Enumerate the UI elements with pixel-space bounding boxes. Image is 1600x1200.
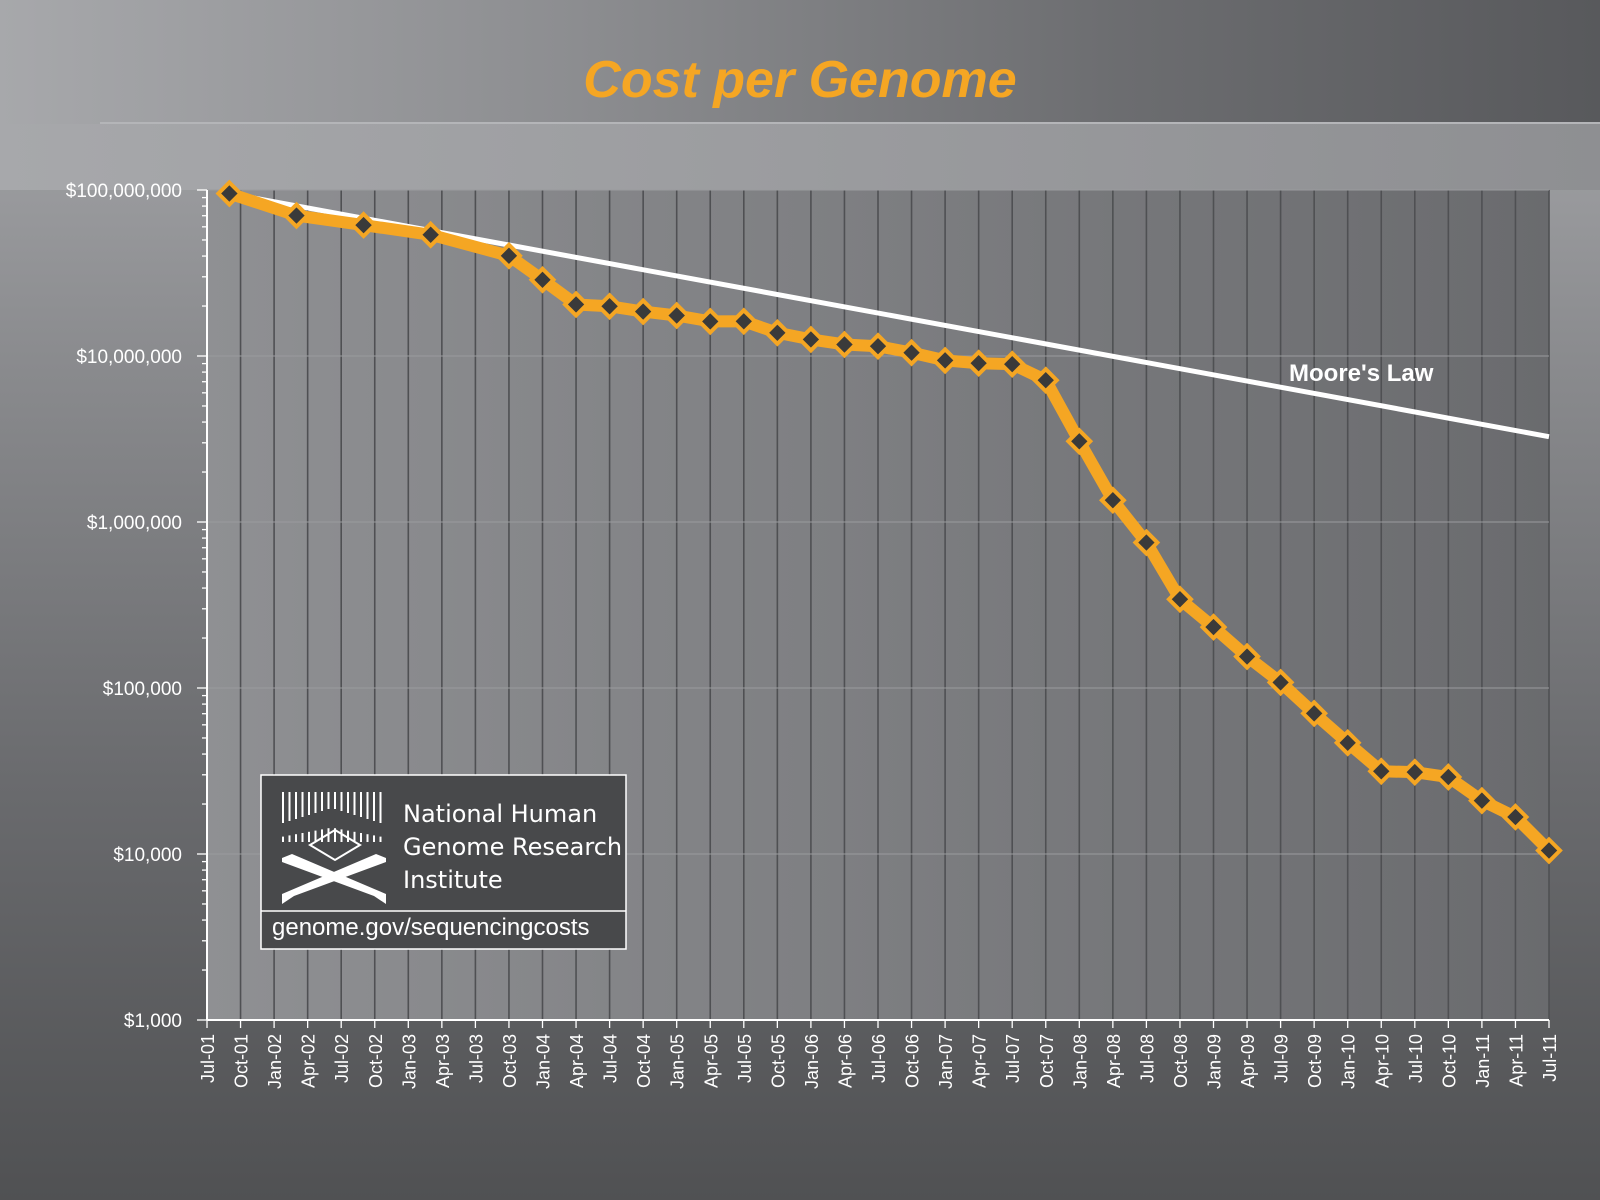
x-tick-label: Jul-01 <box>198 1034 218 1083</box>
chart-title: Cost per Genome <box>583 51 1017 109</box>
x-tick-label: Jul-09 <box>1272 1034 1292 1083</box>
data-point-marker <box>1468 786 1496 815</box>
logo-line-1: National Human <box>403 800 597 828</box>
data-point-marker <box>1434 763 1463 791</box>
y-tick-label: $10,000,000 <box>76 347 182 368</box>
x-tick-label: Jan-08 <box>1070 1034 1090 1089</box>
x-tick-label: Oct-02 <box>366 1034 386 1088</box>
x-tick-label: Apr-03 <box>433 1034 453 1088</box>
y-tick-label: $100,000 <box>103 679 182 700</box>
x-tick-label: Jul-11 <box>1540 1034 1560 1082</box>
data-point-marker <box>495 241 523 270</box>
data-point-marker <box>964 349 993 378</box>
data-point-marker <box>1535 836 1563 865</box>
data-point-marker <box>629 297 657 326</box>
data-point-marker <box>662 301 691 330</box>
x-tick-label: Jan-04 <box>534 1034 554 1089</box>
data-point-marker <box>864 332 892 361</box>
moores-law-label: Moore's Law <box>1289 360 1434 387</box>
x-tick-label: Oct-08 <box>1171 1034 1191 1088</box>
data-point-marker <box>998 350 1027 379</box>
data-point-marker <box>931 346 959 375</box>
data-point-marker <box>215 179 244 208</box>
x-tick-label: Oct-07 <box>1037 1034 1057 1088</box>
x-tick-label: Jul-03 <box>466 1034 486 1083</box>
data-point-marker <box>528 265 557 294</box>
x-tick-label: Jan-03 <box>399 1034 419 1089</box>
dna-stripes-icon <box>282 792 382 842</box>
data-point-marker <box>1501 803 1530 831</box>
data-point-marker <box>1300 699 1328 728</box>
data-point-marker <box>830 330 859 359</box>
data-point-marker <box>416 220 445 249</box>
data-point-marker <box>1400 758 1429 786</box>
x-tick-label: Jan-09 <box>1205 1034 1225 1089</box>
y-tick-label: $1,000 <box>124 1011 182 1032</box>
x-tick-label: Apr-09 <box>1238 1034 1258 1088</box>
data-point-marker <box>349 211 378 239</box>
x-tick-label: Apr-08 <box>1104 1034 1124 1088</box>
data-point-marker <box>797 325 825 354</box>
x-tick-label: Jul-08 <box>1137 1034 1157 1083</box>
x-tick-label: Jul-02 <box>332 1034 352 1083</box>
x-tick-label: Apr-04 <box>567 1034 587 1088</box>
x-tick-label: Oct-06 <box>903 1034 923 1088</box>
x-tick-label: Jan-06 <box>802 1034 822 1089</box>
x-tick-label: Jul-06 <box>869 1034 889 1083</box>
data-point-marker <box>696 307 725 336</box>
data-point-marker <box>729 307 758 336</box>
y-tick-label: $1,000,000 <box>87 513 182 534</box>
x-tick-label: Apr-02 <box>299 1034 319 1088</box>
data-point-marker <box>1031 366 1060 395</box>
x-tick-label: Apr-10 <box>1372 1034 1392 1088</box>
data-point-marker <box>595 292 624 321</box>
x-tick-label: Jul-10 <box>1406 1034 1426 1083</box>
x-tick-label: Oct-05 <box>768 1034 788 1088</box>
data-point-marker <box>1199 613 1228 641</box>
x-tick-label: Oct-10 <box>1439 1034 1459 1088</box>
upper-band <box>0 124 1600 190</box>
data-point-marker <box>562 290 590 319</box>
logo-url: genome.gov/sequencingcosts <box>272 914 590 941</box>
y-tick-label: $100,000,000 <box>66 181 182 202</box>
data-point-marker <box>897 338 926 367</box>
x-tick-label: Apr-07 <box>970 1034 990 1088</box>
data-point-marker <box>1266 668 1295 697</box>
x-tick-label: Oct-03 <box>500 1034 520 1088</box>
data-point-marker <box>1065 427 1094 456</box>
x-tick-label: Jan-10 <box>1339 1034 1359 1089</box>
x-tick-label: Oct-04 <box>634 1034 654 1088</box>
logo-line-3: Institute <box>403 866 503 894</box>
x-tick-label: Apr-11 <box>1506 1034 1526 1087</box>
nhgri-logo-box: National Human Genome Research Institute… <box>260 774 627 950</box>
x-tick-label: Oct-09 <box>1305 1034 1325 1088</box>
x-tick-label: Apr-06 <box>835 1034 855 1088</box>
title-band <box>0 0 1600 124</box>
x-tick-label: Jul-07 <box>1003 1034 1023 1083</box>
data-point-marker <box>1132 528 1161 557</box>
x-tick-label: Jul-04 <box>601 1034 621 1083</box>
x-tick-label: Jan-07 <box>936 1034 956 1089</box>
y-tick-label: $10,000 <box>113 845 182 866</box>
data-point-marker <box>1333 728 1362 757</box>
data-point-marker <box>282 201 311 230</box>
data-point-marker <box>763 318 792 347</box>
x-tick-label: Oct-01 <box>232 1034 252 1088</box>
data-point-marker <box>1099 486 1127 515</box>
x-tick-label: Jul-05 <box>735 1034 755 1083</box>
data-point-marker <box>1367 757 1396 786</box>
x-tick-label: Jan-02 <box>265 1034 285 1089</box>
data-point-marker <box>1166 585 1194 614</box>
x-tick-label: Jan-05 <box>668 1034 688 1089</box>
logo-line-2: Genome Research <box>403 833 622 861</box>
x-tick-label: Jan-11 <box>1473 1034 1493 1088</box>
x-tick-label: Apr-05 <box>701 1034 721 1088</box>
data-point-marker <box>1233 642 1261 671</box>
